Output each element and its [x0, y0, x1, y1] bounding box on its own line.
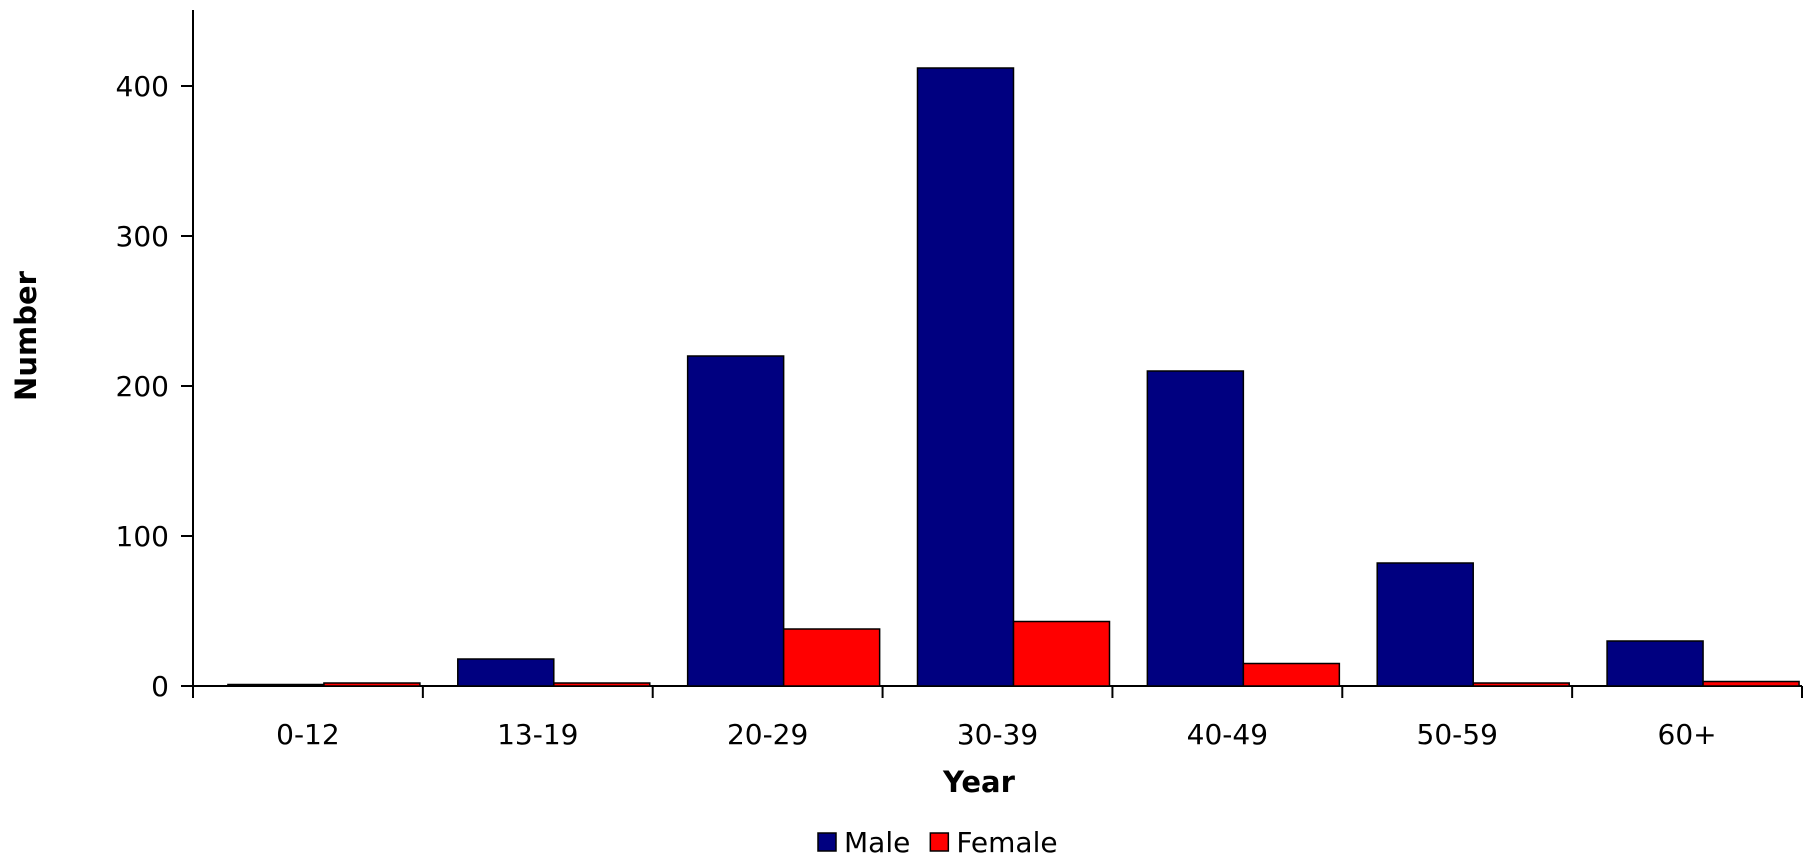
y-tick-label: 100	[116, 520, 169, 553]
bar-male	[1376, 562, 1474, 687]
bar-female	[1012, 620, 1111, 687]
y-axis-title: Number	[9, 270, 43, 401]
x-tick-label: 0-12	[276, 718, 340, 751]
x-tick-label: 50-59	[1417, 718, 1498, 751]
x-tick-label: 13-19	[497, 718, 578, 751]
bar-male	[1146, 370, 1245, 687]
labels: Number Year 0 100 200 300 400 0-12 13-19 20-29 3…	[9, 70, 1717, 799]
legend-label-male: Male	[844, 826, 910, 859]
y-tick-label: 300	[116, 220, 169, 253]
x-tick-label: 20-29	[727, 718, 808, 751]
x-tick-label: 60+	[1658, 718, 1717, 751]
bar-female	[782, 628, 881, 687]
y-tick-label: 0	[151, 670, 169, 703]
bar-male	[686, 355, 785, 687]
y-tick-label: 200	[116, 370, 169, 403]
bar-female	[323, 682, 421, 687]
x-tick-label: 40-49	[1187, 718, 1268, 751]
bar-female	[1472, 682, 1570, 687]
x-tick-label: 30-39	[957, 718, 1038, 751]
legend: Male Female	[817, 826, 1058, 859]
bar-female	[1242, 662, 1341, 687]
bar-male	[1606, 640, 1704, 687]
x-axis-title: Year	[942, 765, 1016, 799]
bars	[227, 67, 1800, 687]
bar-male	[916, 67, 1015, 687]
legend-swatch-male	[817, 832, 837, 852]
legend-swatch-female	[929, 832, 950, 852]
bar-female	[1702, 680, 1800, 687]
bar-male	[227, 683, 325, 687]
bar-male	[457, 658, 555, 687]
y-tick-label: 400	[116, 70, 169, 103]
legend-label-female: Female	[956, 826, 1057, 859]
bar-female	[553, 682, 651, 687]
